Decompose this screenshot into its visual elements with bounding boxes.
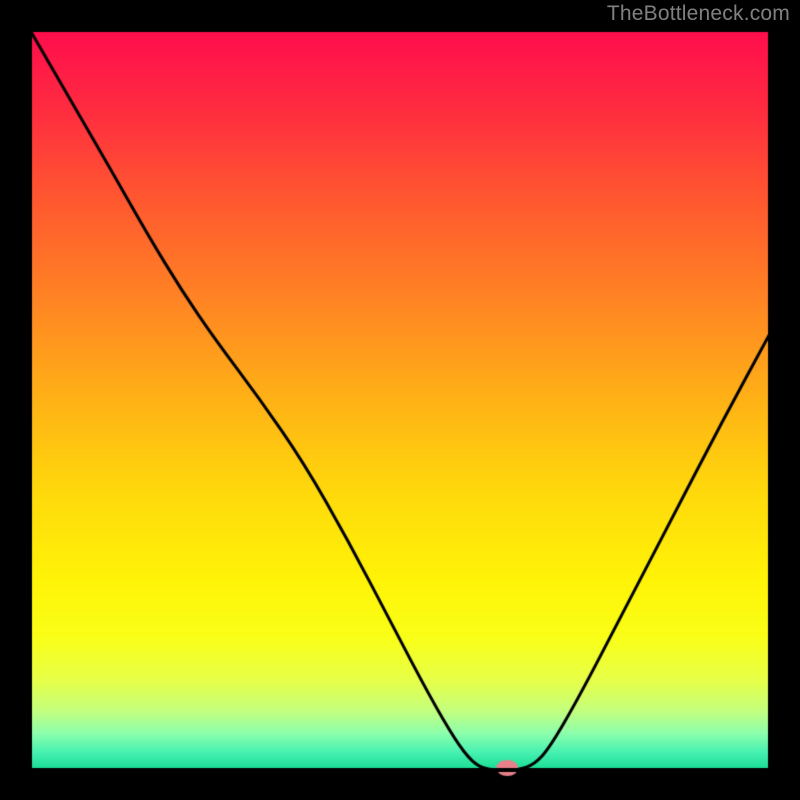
watermark-label: TheBottleneck.com: [607, 2, 790, 26]
bottleneck-chart-canvas: [0, 0, 800, 800]
chart-container: TheBottleneck.com: [0, 0, 800, 800]
